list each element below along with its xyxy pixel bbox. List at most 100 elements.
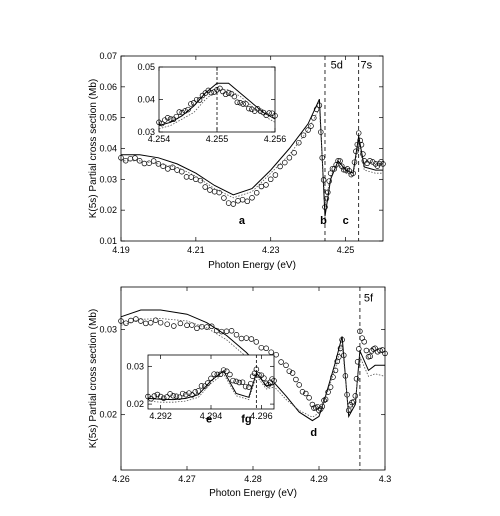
top-series-0-point-8-3	[282, 159, 288, 166]
top-series-0-point-1-2	[146, 160, 152, 166]
top-inset-y-tick-label: 0.05	[137, 62, 155, 72]
top-inset: 4.254 4.255 4.256 0.03 0.04 0.05	[137, 62, 286, 144]
top-inset-x-tick-label: 4.254	[148, 134, 171, 144]
top-inset-series-0-point-5-2	[220, 88, 226, 95]
top-inset-series-0-point-2-2	[185, 106, 191, 113]
top-series-0-point-18-3	[369, 159, 376, 165]
bottom-series-0-point-7	[263, 345, 269, 352]
top-series-0-point-4-1	[197, 177, 204, 184]
top-y-tick-label: 0.05	[99, 113, 117, 123]
top-y-tick-label: 0.02	[99, 205, 117, 215]
bottom-x-tick-label: 4.28	[244, 474, 262, 484]
bottom-series-0-point-1-2	[147, 320, 154, 326]
bottom-inset-series-0-point-7-3	[242, 383, 249, 390]
top-inset-series-0-point-0	[156, 119, 162, 126]
bottom-inset-series-0-point-6-1	[224, 368, 230, 375]
top-inset-y-tick-label: 0.03	[137, 127, 155, 137]
top-inset-y-tick-label: 0.04	[137, 95, 155, 105]
bottom-series-0-point-20	[382, 350, 388, 357]
bottom-series-0-point-2-3	[177, 320, 184, 327]
bottom-inset-y-tick-label: 0.03	[126, 361, 144, 371]
bottom-series-0-point-17-2	[361, 339, 367, 345]
bottom-series-0-point-9	[296, 382, 302, 388]
bottom-series-0-point-5-1	[228, 328, 235, 334]
bottom-inset-series-0-point-9-3	[261, 375, 267, 381]
bottom-inset-series-0-point-11	[271, 377, 277, 384]
top-series-0-point-2-3	[169, 164, 176, 171]
bottom-series-0-point-0-1	[123, 320, 129, 326]
top-inset-series-0-point-8-3	[257, 108, 264, 114]
top-inset-series-0-point-1	[167, 116, 174, 122]
top-annotation: a	[239, 215, 246, 227]
bottom-series-0-point-19-2	[377, 347, 383, 354]
bottom-series-0-point-8-2	[289, 370, 296, 376]
top-inset-series-1-line	[158, 82, 276, 126]
bottom-x-tick-label: 4.27	[178, 474, 196, 484]
bottom-inset-series-0-point-5-1	[211, 371, 217, 377]
top-inset-series-0-point-10	[272, 112, 278, 119]
top-inset-series-0-point-9	[260, 109, 267, 116]
top-series-0-point-4-2	[202, 184, 208, 190]
bottom-series-0-point-1	[138, 318, 144, 324]
bottom-inset-series-1-line	[147, 370, 275, 401]
bottom-y-axis-label: K(5s) Partial cross section (Mb)	[88, 309, 99, 448]
bottom-inset-x-tick-label: 4.292	[149, 411, 172, 421]
top-inset-series-0-point-7-3	[246, 105, 252, 112]
bottom-series-0-point-0	[118, 318, 124, 324]
bottom-inset-series-0-point-9	[253, 366, 260, 373]
bottom-inset-series-0-point-3-1	[186, 390, 192, 396]
top-inset-series-0-point-7-1	[240, 101, 246, 107]
bottom-series-0-point-2-2	[171, 323, 177, 329]
bottom-inset-series-0-point-6-2	[227, 371, 233, 378]
top-series-2-line	[121, 106, 383, 205]
bottom-inset-annotation: fg	[241, 413, 251, 425]
top-inset-series-0-point-5-1	[217, 85, 223, 92]
top-series-0-point-9-2	[296, 139, 302, 146]
top-series-0-point-6-2	[239, 196, 246, 203]
top-series-0-point-17-3	[360, 151, 366, 157]
top-series-0-point-4-3	[207, 187, 213, 193]
top-series-0-point-0-3	[132, 155, 138, 161]
top-series-0-point-2-2	[165, 166, 171, 172]
top-annotation: b	[320, 215, 327, 227]
top-inset-series-0-point-5	[214, 87, 220, 93]
bottom-inset-series-0-point-4	[195, 388, 202, 394]
bottom-series-0-point-4-1	[208, 323, 215, 330]
bottom-series-2-line	[120, 318, 386, 418]
top-x-tick-label: 4.25	[337, 245, 355, 255]
bottom-series-0-point-16-3	[356, 346, 362, 352]
bottom-y-tick-label: 0.02	[99, 410, 117, 420]
top-series-0-point-10-2	[311, 115, 317, 121]
bottom-inset-series-0-point-1-3	[167, 391, 173, 397]
top-series-0-point-6-3	[244, 198, 251, 205]
top-series-0-point-1-3	[150, 158, 157, 164]
top-series-0-point-3-3	[188, 174, 194, 180]
top-series-0-point-7	[249, 195, 255, 201]
bottom-series-0-point-6	[243, 335, 250, 341]
bottom-x-tick-label: 4.29	[310, 474, 328, 484]
top-series-0-point-6	[230, 201, 237, 207]
bottom-chart: 4.26 4.27 4.28 4.29 4.3 0.02 0.03 5f d 4.292 4.294…	[88, 286, 392, 499]
top-series-0-point-19-2	[376, 160, 383, 167]
top-x-axis-label: Photon Energy (eV)	[208, 260, 296, 271]
top-series-0-point-8	[267, 176, 274, 183]
bottom-x-tick-label: 4.3	[379, 474, 392, 484]
top-series-0-point-3	[174, 167, 180, 173]
bottom-annotation: d	[310, 427, 317, 439]
top-series-0-point-7-3	[263, 182, 269, 188]
top-series-0-point-9	[286, 155, 293, 161]
bottom-inset-series-0-point-2-2	[176, 394, 183, 400]
bottom-inset-series-0-point-2-1	[173, 393, 180, 400]
bottom-series-0-point-1-3	[152, 317, 159, 323]
bottom-inset-series-0-point-7-1	[236, 379, 243, 386]
top-inset-series-0-point-2-3	[188, 101, 194, 107]
top-annotation: 7s	[361, 59, 373, 71]
top-series-0-point-5-1	[216, 189, 222, 196]
bottom-series-0-point-8-3	[293, 376, 299, 383]
top-y-tick-label: 0.04	[99, 144, 117, 154]
top-y-axis-label: K(5s) Partial cross section (Mb)	[88, 79, 99, 218]
bottom-series-0-point-16-2	[354, 359, 361, 365]
top-series-0-point-8-1	[272, 172, 279, 178]
bottom-inset-series-0-point-2-3	[179, 390, 186, 397]
